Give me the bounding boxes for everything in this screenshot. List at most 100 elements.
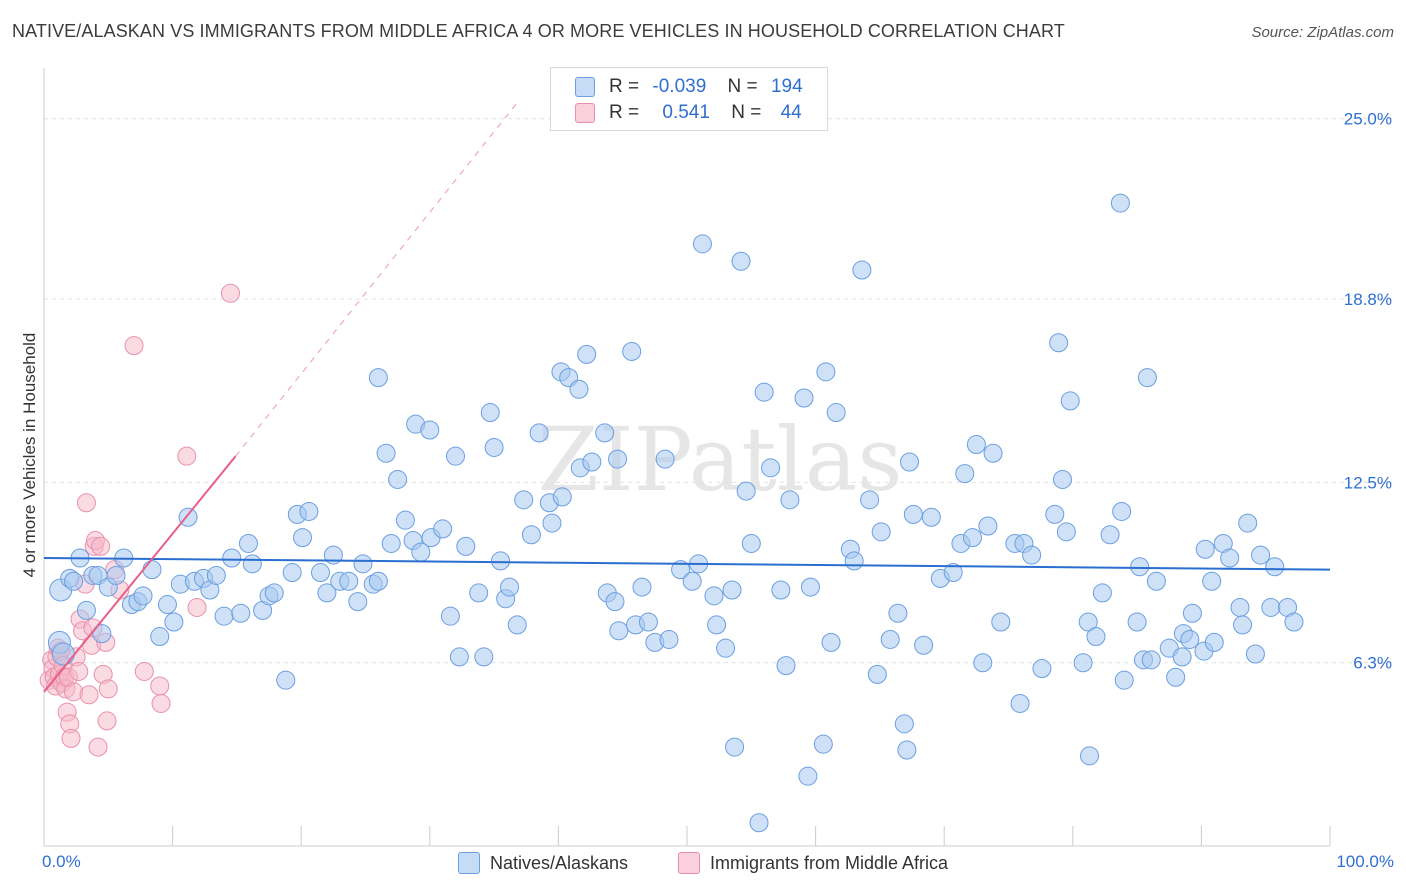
blue-point-114	[798, 766, 818, 786]
blue-point-160	[1112, 501, 1132, 521]
blue-point-47	[368, 571, 388, 591]
blue-point-163	[1130, 557, 1150, 577]
blue-point-126	[880, 629, 900, 649]
blue-point-155	[1080, 746, 1100, 766]
legend-r-label: R =	[609, 76, 640, 97]
grid-lines	[44, 118, 1394, 664]
blue-point-82	[582, 452, 602, 472]
blue-point-140	[978, 516, 998, 536]
blue-point-128	[894, 714, 914, 734]
blue-point-166	[1141, 650, 1161, 670]
blue-point-151	[1053, 469, 1073, 489]
blue-point-156	[1086, 627, 1106, 647]
y-tick-label-2: 18.8%	[1344, 290, 1392, 309]
pink-point-40	[151, 693, 171, 713]
blue-point-40	[317, 583, 337, 603]
pink-trend-extension	[235, 103, 517, 457]
blue-point-79	[569, 379, 589, 399]
blue-point-173	[1182, 603, 1202, 623]
blue-point-104	[731, 251, 751, 271]
blue-point-118	[821, 632, 841, 652]
blue-point-63	[469, 583, 489, 603]
blue-point-49	[376, 443, 396, 463]
blue-point-154	[1078, 612, 1098, 632]
blue-point-144	[1010, 693, 1030, 713]
blue-point-181	[1233, 615, 1253, 635]
blue-point-149	[1049, 333, 1069, 353]
blue-point-113	[794, 388, 814, 408]
blue-point-27	[222, 548, 242, 568]
blue-point-186	[1265, 557, 1285, 577]
y-tick-label-1: 12.5%	[1344, 473, 1392, 492]
blue-point-179	[1220, 548, 1240, 568]
pink-trend-line	[43, 455, 237, 693]
blue-point-123	[860, 490, 880, 510]
blue-trend-line	[43, 557, 1331, 571]
blue-point-189	[966, 435, 986, 455]
blue-point-139	[973, 653, 993, 673]
blue-point-157	[1092, 583, 1112, 603]
blue-point-167	[1146, 571, 1166, 591]
blue-point-39	[310, 563, 330, 583]
blue-point-162	[1127, 612, 1147, 632]
blue-point-172	[1180, 629, 1200, 649]
blue-point-85	[605, 592, 625, 612]
blue-point-86	[609, 621, 629, 641]
blue-point-133	[921, 507, 941, 527]
blue-point-61	[449, 647, 469, 667]
blue-point-132	[914, 635, 934, 655]
blue-point-29	[238, 533, 258, 553]
blue-point-150	[1056, 522, 1076, 542]
blue-point-119	[826, 403, 846, 423]
blue-point-66	[484, 437, 504, 457]
blue-point-59	[440, 606, 460, 626]
blue-point-146	[1022, 545, 1042, 565]
x-tick-label-max: 100.0%	[1336, 852, 1394, 871]
blue-point-180	[1230, 597, 1250, 617]
blue-point-28	[231, 603, 251, 623]
blue-point-170	[1172, 647, 1192, 667]
pink-series-points	[39, 283, 240, 757]
pink-point-38	[134, 661, 154, 681]
blue-point-161	[1114, 670, 1134, 690]
legend-r-value: -0.039	[652, 76, 707, 97]
blue-series-points	[47, 193, 1304, 833]
blue-point-177	[1204, 632, 1224, 652]
legend-r-label: R =	[609, 102, 640, 123]
blue-point-130	[899, 452, 919, 472]
pink-point-37	[124, 336, 144, 356]
blue-point-9	[92, 624, 112, 644]
blue-point-127	[888, 603, 908, 623]
blue-point-76	[552, 487, 572, 507]
blue-point-165	[1137, 368, 1157, 388]
blue-point-183	[1245, 644, 1265, 664]
pink-point-23	[76, 493, 96, 513]
blue-point-60	[446, 446, 466, 466]
blue-point-95	[671, 560, 691, 580]
blue-point-18	[157, 595, 177, 615]
legend-item-immigrants[interactable]: Immigrants from Middle Africa	[678, 852, 948, 874]
legend-item-natives[interactable]: Natives/Alaskans	[458, 852, 628, 874]
blue-point-121	[844, 551, 864, 571]
blue-point-50	[381, 533, 401, 553]
blue-point-129	[897, 740, 917, 760]
pink-point-39	[150, 676, 170, 696]
blue-point-37	[292, 528, 312, 548]
legend-label-immigrants: Immigrants from Middle Africa	[710, 852, 949, 873]
blue-point-83	[595, 423, 615, 443]
blue-point-107	[749, 813, 769, 833]
blue-point-65	[480, 403, 500, 423]
blue-point-112	[780, 490, 800, 510]
blue-point-148	[1045, 504, 1065, 524]
blue-point-88	[622, 341, 642, 361]
blue-point-116	[813, 734, 833, 754]
blue-point-124	[867, 664, 887, 684]
blue-point-94	[659, 629, 679, 649]
blue-point-125	[871, 522, 891, 542]
blue-point-93	[655, 449, 675, 469]
blue-point-69	[500, 577, 520, 597]
blue-point-109	[761, 458, 781, 478]
legend-n-label: N =	[731, 102, 762, 123]
blue-point-91	[638, 612, 658, 632]
